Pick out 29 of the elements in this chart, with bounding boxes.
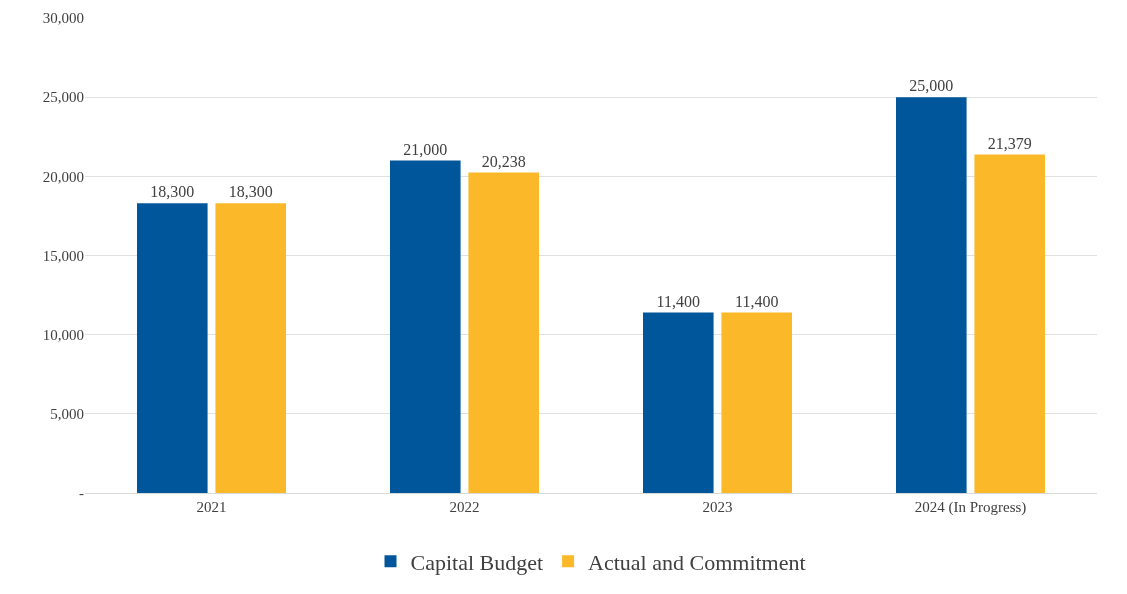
y-tick-label: 10,000	[42, 326, 84, 343]
legend-label: Actual and Commitment	[588, 549, 806, 575]
bar	[136, 203, 208, 493]
bar	[389, 160, 461, 493]
bar	[215, 203, 287, 493]
data-label: 21,000	[403, 140, 448, 158]
y-tick-label: 30,000	[42, 10, 84, 27]
x-tick-label: 2024 (In Progress)	[914, 499, 1027, 516]
data-label: 18,300	[150, 183, 195, 201]
y-tick-label: 15,000	[42, 247, 84, 264]
data-label: 20,238	[481, 152, 526, 170]
data-label: 11,400	[656, 292, 700, 310]
x-tick-label: 2023	[702, 499, 733, 515]
data-label: 11,400	[735, 292, 779, 310]
data-label: 18,300	[228, 183, 273, 201]
data-label: 25,000	[909, 77, 954, 95]
bar	[974, 154, 1046, 493]
y-tick-label: 5,000	[50, 406, 84, 423]
data-label: 21,379	[987, 134, 1032, 152]
bar	[721, 312, 793, 493]
legend-label: Capital Budget	[410, 549, 544, 575]
y-tick-label: 25,000	[42, 89, 84, 106]
bar	[468, 172, 540, 493]
y-tick-label: 20,000	[42, 168, 84, 185]
bar	[895, 97, 967, 493]
bar	[642, 312, 714, 493]
x-tick-label: 2022	[449, 499, 480, 515]
x-tick-label: 2021	[196, 499, 227, 515]
y-tick-label: -	[79, 485, 84, 502]
